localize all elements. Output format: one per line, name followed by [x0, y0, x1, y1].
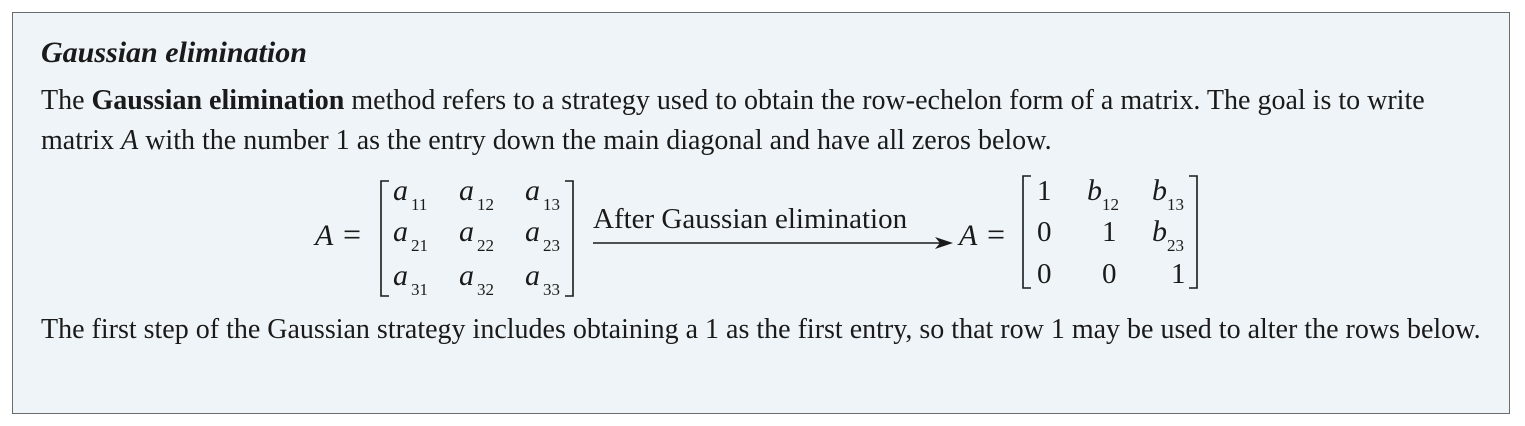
- arrow-label: After Gaussian elimination: [593, 203, 908, 235]
- matrix-b-entry-33: 1: [1171, 258, 1186, 290]
- matrix-a-entry-23: a 23: [525, 215, 560, 255]
- matrix-b-entry-21: 0: [1037, 216, 1052, 248]
- intro-matrix-var: A: [121, 125, 139, 156]
- matrix-equation: A = a 11 a 12 a 13 a 21 a 22 a 23 a 31 a 32 a 33 …: [313, 174, 1198, 299]
- matrix-a-entry-31: a 31: [393, 259, 428, 299]
- conclusion-paragraph: The first step of the Gaussian strategy …: [41, 314, 1481, 345]
- matrix-a-entry-12: a 12: [459, 174, 494, 214]
- equals-sign-right: =: [987, 216, 1005, 252]
- gaussian-elimination-box: Gaussian elimination The Gaussian elimin…: [12, 12, 1510, 414]
- intro-text-3: with the number 1 as the entry down the …: [138, 125, 1052, 156]
- right-matrix-open-bracket: [1022, 175, 1031, 289]
- right-matrix-close-bracket: [1189, 175, 1198, 289]
- matrix-b-entry-31: 0: [1037, 258, 1052, 290]
- lhs-var-a: A: [313, 219, 334, 252]
- matrix-a-entry-21: a 21: [393, 215, 428, 255]
- matrix-a-entry-13: a 13: [525, 174, 560, 214]
- section-title: Gaussian elimination: [41, 36, 307, 69]
- matrix-a-entry-32: a 32: [459, 259, 494, 299]
- matrix-b-entry-22: 1: [1102, 216, 1117, 248]
- matrix-a-entry-22: a 22: [459, 215, 494, 255]
- intro-bold-term: Gaussian elimination: [91, 85, 345, 116]
- matrix-b-entry-32: 0: [1102, 258, 1117, 290]
- equals-sign-left: =: [343, 216, 361, 252]
- matrix-b-entry-11: 1: [1037, 175, 1052, 207]
- left-matrix-open-bracket: [380, 180, 389, 297]
- matrix-b-entry-13: b13: [1152, 174, 1184, 214]
- intro-text-1: The: [41, 85, 92, 116]
- left-matrix-close-bracket: [565, 180, 574, 297]
- intro-paragraph: The Gaussian elimination method refers t…: [41, 81, 1491, 161]
- matrix-a-entry-11: a 11: [393, 174, 427, 214]
- matrix-a-entry-33: a 33: [525, 259, 560, 299]
- intro-text-2: method refers to a strategy used to obta…: [41, 85, 1425, 156]
- matrix-b-entry-12: b12: [1087, 174, 1119, 214]
- arrow-head-icon: [935, 237, 953, 249]
- rhs-var-a: A: [957, 219, 978, 252]
- matrix-b-entry-23: b23: [1152, 215, 1184, 255]
